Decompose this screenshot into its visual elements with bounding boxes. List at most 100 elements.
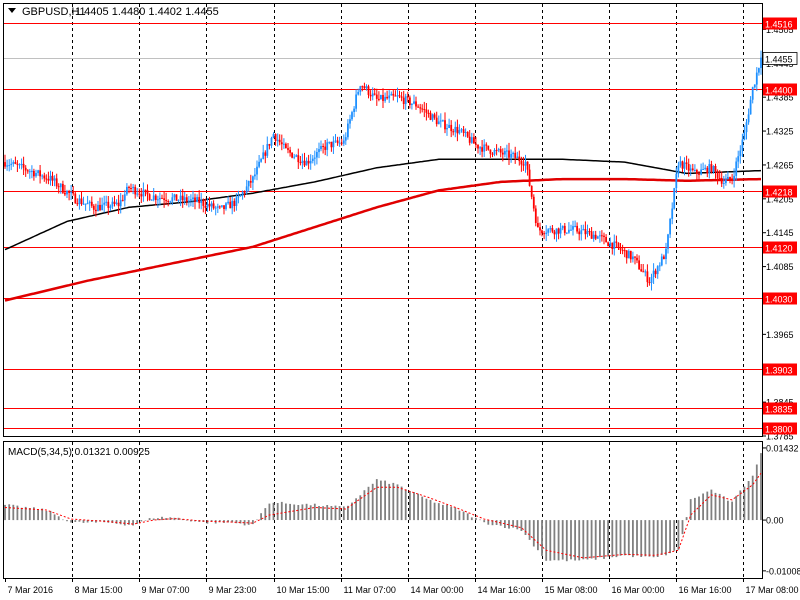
candle-body — [97, 204, 99, 212]
candle-body — [49, 175, 52, 181]
macd-histogram-bar — [446, 505, 448, 521]
candle-body — [737, 156, 740, 162]
symbol-dropdown-icon[interactable] — [8, 8, 16, 13]
candle-body — [539, 227, 541, 231]
candle-body — [334, 140, 337, 142]
candle-body — [142, 189, 145, 197]
candle-body — [644, 271, 647, 273]
candle-body — [448, 124, 450, 128]
macd-histogram-bar — [24, 506, 27, 521]
candle-body — [320, 146, 322, 150]
candle-body — [369, 94, 372, 97]
candle-body — [311, 158, 314, 161]
candle-body — [14, 162, 17, 164]
candle-body — [745, 122, 748, 133]
macd-histogram-bar — [706, 491, 709, 521]
candle-body — [332, 141, 335, 148]
candle-body — [200, 200, 203, 203]
moving-average-slow — [4, 177, 761, 302]
candle-body — [543, 233, 545, 235]
candle-body — [190, 199, 192, 201]
macd-histogram-bar — [119, 520, 122, 525]
candle-body — [584, 229, 587, 235]
macd-histogram-bar — [78, 520, 81, 522]
macd-histogram-bar — [689, 499, 692, 520]
candle-body — [623, 250, 626, 252]
macd-histogram-bar — [632, 520, 634, 558]
candle-body — [262, 152, 265, 159]
candle-body — [725, 179, 727, 184]
candle-body — [152, 195, 155, 200]
candle-body — [741, 139, 744, 151]
macd-histogram-bar — [260, 513, 262, 521]
macd-histogram-bar — [37, 509, 39, 521]
macd-histogram-bar — [12, 504, 15, 521]
candle-body — [295, 155, 298, 157]
macd-histogram-bar — [8, 504, 11, 520]
macd-histogram-bar — [462, 511, 465, 521]
candle-body — [413, 101, 415, 104]
candle-body — [714, 166, 717, 172]
macd-histogram-bar — [16, 505, 19, 521]
macd-histogram-bar — [4, 504, 6, 521]
macd-histogram-bar — [487, 520, 490, 525]
candle-body — [388, 95, 391, 99]
candle-body — [258, 161, 260, 167]
candle-body — [625, 250, 628, 259]
candle-body — [68, 191, 70, 193]
macd-histogram-bar — [760, 453, 762, 521]
candle-body — [309, 161, 312, 164]
candle-body — [384, 96, 386, 101]
price-pane[interactable]: 1.45051.44451.43851.43251.42651.42051.41… — [3, 3, 798, 442]
candle-body — [57, 186, 60, 188]
macd-histogram-bar — [429, 499, 432, 521]
candle-body — [450, 124, 453, 132]
candle-body — [278, 139, 281, 143]
macd-histogram-bar — [747, 481, 750, 521]
candle-body — [522, 164, 525, 166]
macd-tick-label: 0.01432 — [766, 443, 799, 453]
macd-histogram-bar — [681, 520, 684, 535]
macd-histogram-bar — [755, 464, 758, 520]
macd-histogram-bar — [722, 496, 725, 521]
candle-body — [687, 164, 690, 171]
candle-body — [671, 208, 674, 219]
candle-body — [685, 162, 688, 164]
time-tick-label: 15 Mar 08:00 — [545, 585, 598, 595]
candle-body — [264, 152, 267, 156]
candle-body — [183, 197, 186, 201]
candle-body — [632, 256, 634, 260]
candle-body — [470, 137, 473, 143]
candle-body — [330, 141, 333, 148]
time-tick-label: 9 Mar 23:00 — [209, 585, 257, 595]
macd-histogram-bar — [479, 519, 481, 521]
macd-histogram-bar — [545, 520, 548, 561]
candle-body — [596, 236, 599, 239]
candle-body — [359, 86, 362, 92]
macd-histogram-bar — [557, 520, 560, 561]
candle-body — [758, 68, 760, 73]
macd-histogram-bar — [384, 480, 386, 521]
macd-histogram-bar — [541, 520, 543, 556]
macd-histogram-bar — [404, 489, 407, 521]
candle-body — [574, 225, 576, 227]
macd-histogram-bar — [491, 520, 494, 526]
macd-histogram-bar — [272, 502, 275, 521]
macd-histogram-bar — [413, 492, 415, 521]
time-tick-label: 8 Mar 15:00 — [75, 585, 123, 595]
macd-histogram-bar — [495, 520, 498, 525]
macd-histogram-bar — [206, 520, 209, 524]
candle-body — [150, 199, 153, 201]
macd-histogram-bar — [640, 520, 643, 557]
macd-histogram-bar — [318, 506, 320, 520]
candle-body — [154, 195, 157, 200]
macd-histogram-bar — [392, 482, 395, 520]
candle-body — [351, 112, 353, 120]
macd-histogram-bar — [528, 520, 531, 540]
candle-body — [423, 109, 426, 110]
candle-body — [357, 91, 360, 95]
candle-body — [287, 148, 289, 150]
macd-pane[interactable]: 0.01432 0.00 -0.01008 MACD(5,34,5) 0.01321… — [3, 441, 800, 579]
candle-body — [365, 86, 368, 89]
